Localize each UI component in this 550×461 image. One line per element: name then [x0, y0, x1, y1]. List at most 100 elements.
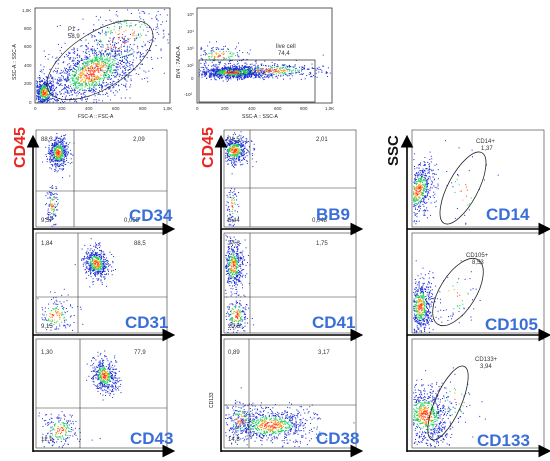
scatter-dot [237, 204, 239, 206]
scatter-dot [251, 68, 253, 70]
scatter-dot [228, 224, 230, 226]
scatter-dot [260, 63, 262, 65]
scatter-dot [250, 67, 252, 69]
scatter-dot [218, 72, 220, 74]
scatter-dot [223, 57, 225, 59]
scatter-dot [56, 136, 58, 138]
scatter-dot [103, 76, 105, 78]
scatter-dot [56, 150, 58, 152]
scatter-dot [130, 84, 132, 86]
scatter-dot [50, 90, 51, 92]
scatter-dot [229, 74, 231, 76]
scatter-dot [213, 58, 215, 60]
scatter-dot [47, 81, 49, 83]
scatter-dot [244, 147, 246, 149]
scatter-dot [45, 195, 47, 197]
scatter-dot [244, 147, 246, 149]
scatter-dot [232, 75, 234, 77]
scatter-dot [237, 79, 239, 81]
scatter-dot [247, 150, 249, 152]
scatter-dot [102, 94, 104, 96]
scatter-dot [98, 31, 99, 33]
scatter-dot [235, 71, 237, 73]
scatter-dot [51, 86, 52, 88]
scatter-dot [94, 71, 96, 72]
scatter-dot [243, 145, 244, 147]
scatter-dot [63, 141, 65, 142]
scatter-dot [96, 66, 98, 67]
scatter-dot [234, 158, 236, 160]
scatter-dot [226, 145, 228, 147]
scatter-dot [62, 140, 63, 141]
scatter-dot [232, 219, 234, 221]
scatter-dot [263, 71, 265, 73]
scatter-dot [261, 63, 263, 65]
scatter-dot [93, 79, 95, 81]
scatter-dot [126, 47, 128, 49]
scatter-dot [51, 193, 53, 195]
scatter-dot [106, 84, 108, 86]
scatter-dot [49, 196, 51, 198]
scatter-dot [420, 181, 422, 182]
scatter-dot [262, 69, 264, 71]
scatter-dot [61, 140, 63, 142]
scatter-dot [55, 162, 56, 164]
scatter-dot [42, 88, 43, 90]
scatter-dot [417, 191, 419, 193]
scatter-dot [414, 215, 416, 216]
scatter-dot [51, 89, 53, 91]
scatter-dot [200, 46, 202, 48]
scatter-dot [66, 81, 68, 83]
scatter-dot [112, 39, 114, 41]
scatter-dot [238, 75, 240, 77]
scatter-dot [66, 151, 68, 153]
scatter-dot [54, 213, 56, 215]
scatter-dot [101, 59, 103, 60]
scatter-dot [424, 196, 426, 198]
scatter-dot [225, 73, 227, 75]
scatter-dot [85, 83, 87, 85]
scatter-dot [416, 197, 418, 199]
scatter-dot [53, 69, 55, 71]
scatter-dot [247, 74, 249, 76]
scatter-dot [124, 21, 126, 23]
scatter-dot [420, 180, 421, 182]
scatter-dot [49, 220, 51, 222]
scatter-dot [48, 88, 50, 90]
scatter-dot [229, 69, 231, 71]
scatter-dot [104, 93, 106, 95]
scatter-dot [124, 43, 126, 45]
scatter-dot [229, 69, 231, 70]
scatter-dot [286, 65, 288, 67]
scatter-dot [70, 77, 72, 79]
scatter-dot [423, 200, 425, 202]
scatter-dot [52, 77, 54, 79]
scatter-dot [234, 163, 236, 165]
scatter-dot [111, 32, 113, 34]
scatter-dot [261, 72, 263, 74]
scatter-dot [239, 164, 241, 166]
scatter-dot [212, 47, 214, 48]
scatter-dot [232, 71, 234, 73]
scatter-dot [40, 96, 42, 98]
scatter-dot [278, 73, 280, 75]
scatter-dot [50, 75, 52, 77]
scatter-dot [223, 75, 225, 77]
scatter-dot [230, 160, 232, 162]
scatter-dot [148, 27, 150, 28]
scatter-dot [271, 61, 273, 63]
scatter-dot [60, 159, 62, 161]
scatter-dot [226, 76, 228, 78]
scatter-dot [262, 77, 264, 78]
scatter-dot [91, 78, 93, 80]
scatter-dot [95, 83, 97, 85]
scatter-dot [95, 77, 97, 79]
scatter-dot [56, 148, 58, 150]
scatter-dot [237, 69, 239, 71]
scatter-dot [100, 56, 102, 58]
scatter-dot [104, 85, 106, 87]
scatter-dot [70, 83, 72, 85]
scatter-dot [67, 154, 68, 156]
scatter-dot [282, 64, 284, 66]
scatter-dot [163, 29, 165, 31]
